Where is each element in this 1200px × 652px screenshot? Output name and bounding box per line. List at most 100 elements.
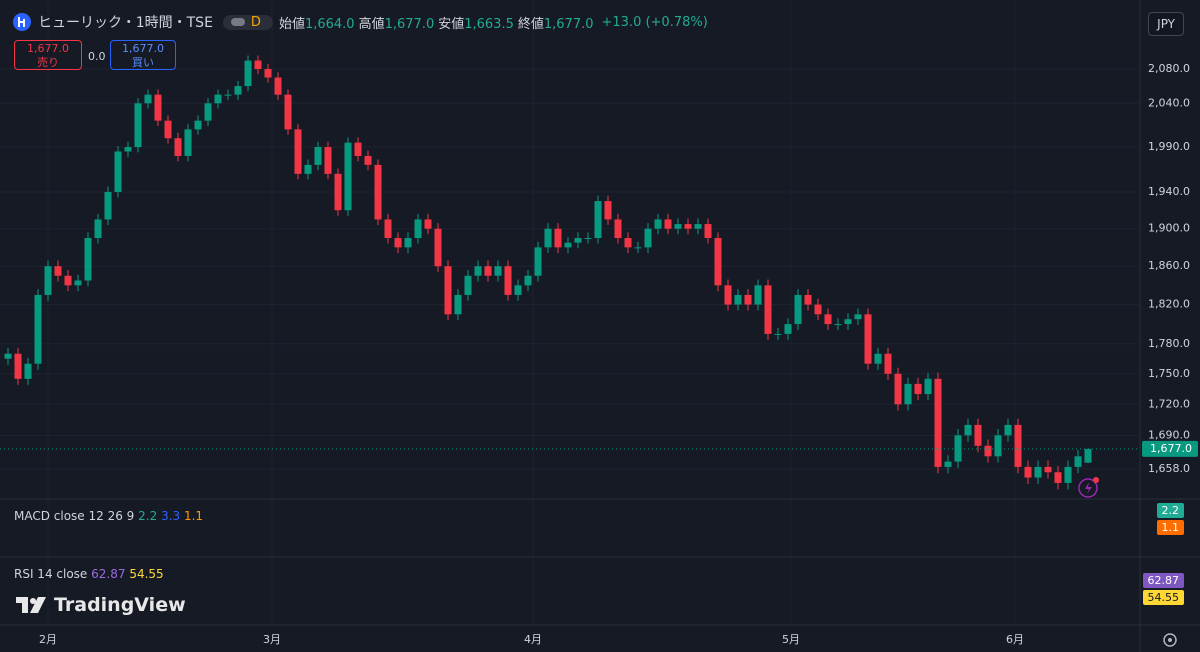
candle-body: [894, 373, 902, 405]
candle-body: [694, 224, 702, 229]
symbol-title: ヒューリック・1時間・TSE: [38, 15, 213, 31]
candle-body: [654, 219, 662, 229]
candle-body: [624, 238, 632, 248]
ohlc-label: 高値: [358, 16, 385, 32]
candle-body: [924, 378, 932, 395]
candle-body: [4, 353, 12, 359]
macd-hist: 1.1: [183, 509, 204, 523]
candle-body: [344, 142, 352, 211]
candle-body: [274, 77, 282, 95]
sell-button[interactable]: 1,677.0 売り: [14, 40, 82, 70]
candle-body: [64, 275, 72, 286]
candle-body: [164, 120, 172, 139]
buy-button[interactable]: 1,677.0 買い: [110, 40, 176, 70]
candle-body: [804, 294, 812, 305]
rsi-axis-tag: 54.55: [1142, 590, 1184, 605]
x-tick-label: 4月: [524, 633, 542, 646]
y-tick-label: 1,658.0: [1148, 462, 1190, 475]
candle-body: [864, 314, 872, 364]
candle-body: [724, 285, 732, 305]
candle-body: [404, 238, 412, 248]
candle-body: [114, 151, 122, 192]
macd-signal: 3.3: [161, 509, 181, 523]
candle-body: [14, 353, 22, 379]
sell-price: 1,677.0: [27, 42, 69, 55]
buy-label: 買い: [132, 56, 154, 69]
candle-body: [884, 353, 892, 374]
candle-body: [144, 94, 152, 104]
candle-body: [314, 147, 322, 165]
candle-body: [254, 60, 262, 70]
candle-body: [784, 324, 792, 334]
y-tick-label: 1,720.0: [1148, 397, 1190, 410]
last-price-tag: [1142, 440, 1198, 457]
candle-body: [414, 219, 422, 239]
interval-badge[interactable]: D: [222, 14, 273, 30]
settings-icon[interactable]: [1163, 633, 1177, 647]
candle-body: [534, 247, 542, 276]
candle-body: [394, 238, 402, 248]
candle-body: [704, 224, 712, 239]
candle-body: [1064, 466, 1072, 483]
macd-axis-tag: 2.2: [1156, 503, 1184, 518]
candle-body: [524, 275, 532, 286]
candle-body: [1014, 424, 1022, 467]
macd-axis-tag: 1.1: [1156, 520, 1184, 535]
spread: 0.0: [88, 50, 106, 63]
candle-body: [944, 461, 952, 467]
candle-body: [34, 294, 42, 364]
candle-body: [304, 164, 312, 174]
candle-body: [634, 247, 642, 249]
candle-body: [774, 333, 782, 335]
candle-body: [134, 103, 142, 148]
ohlc-value: 1,663.5: [464, 16, 514, 32]
candle-body: [494, 266, 502, 276]
buy-price: 1,677.0: [122, 42, 164, 55]
candle-body: [874, 353, 882, 364]
x-tick-label: 2月: [39, 633, 57, 646]
ohlc-label: 始値: [278, 16, 305, 32]
candle-body: [464, 275, 472, 295]
candle-body: [554, 228, 562, 248]
badge-text: D: [250, 14, 261, 30]
y-tick-label: 1,690.0: [1148, 428, 1190, 441]
candle-body: [484, 266, 492, 276]
ohlc-label: 終値: [517, 16, 544, 32]
candle-body: [174, 138, 182, 156]
live-icon[interactable]: [1078, 477, 1099, 498]
candle-body: [574, 238, 582, 243]
candle-body: [334, 173, 342, 211]
candle-body: [754, 285, 762, 305]
symbol-logo: [13, 13, 31, 31]
candle-body: [224, 94, 232, 96]
candle-body: [504, 266, 512, 295]
candle-body: [94, 219, 102, 239]
candle-body: [664, 219, 672, 229]
candle-body: [74, 280, 82, 286]
candle-body: [1054, 472, 1062, 483]
y-tick-label: 1,750.0: [1148, 367, 1190, 380]
y-tick-label: 1,990.0: [1148, 140, 1190, 153]
candle-body: [844, 319, 852, 325]
candle-body: [244, 60, 252, 87]
candle-body: [544, 228, 552, 248]
candle-body: [994, 435, 1002, 457]
currency-button[interactable]: JPY: [1148, 12, 1184, 36]
y-tick-label: 1,780.0: [1148, 337, 1190, 350]
rsi-value: 62.87: [91, 567, 126, 581]
candle-body: [264, 69, 272, 78]
ohlc: 始値1,664.0 高値1,677.0 安値1,663.5 終値1,677.0: [279, 13, 598, 32]
candle-body: [194, 120, 202, 130]
candle-body: [1004, 424, 1012, 436]
candle-body: [24, 363, 32, 379]
rsi-axis-tag: 62.87: [1142, 573, 1184, 588]
candle-body: [644, 228, 652, 248]
candle-body: [514, 285, 522, 295]
rsi-label: RSI 14 close: [14, 567, 88, 581]
ohlc-label: 安値: [438, 16, 465, 32]
header: ヒューリック・1時間・TSE D 始値1,664.0 高値1,677.0 安値1,6…: [12, 8, 712, 36]
candle-body: [204, 103, 212, 121]
macd-label: MACD close 12 26 9: [14, 509, 135, 523]
candle-body: [734, 294, 742, 305]
